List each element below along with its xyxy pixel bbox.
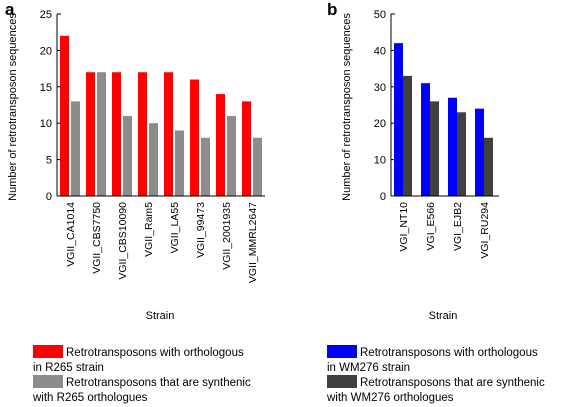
panel-b-y-tick-label: 50 [374,9,386,21]
panel-b-legend-label-1: Retrotransposons with orthologous [360,347,538,359]
panel-b-y-tick-label: 40 [374,45,386,57]
panel-b-category-label: VGI_E566 [425,202,437,251]
panel-b-category-label: VGI_NT10 [398,202,410,252]
panel-b-bar-s2-1 [430,101,439,196]
panel-b: b Number of retrotransposon sequences St… [326,0,545,404]
panel-a-y-tick-label: 5 [46,155,52,167]
panel-a-y-tick-label: 10 [40,118,52,130]
panel-a-bar-s1-1 [86,72,95,196]
panel-a-letter: a [5,0,15,19]
panel-a-bar-s1-6 [216,94,225,196]
panel-a-bar-s1-2 [112,72,121,196]
panel-a-legend-label-2-cont: with R265 orthologues [32,392,148,404]
panel-b-bar-s2-3 [484,137,493,196]
panel-a-bar-s1-4 [164,72,173,196]
panel-b-bar-s2-0 [403,75,412,196]
panel-b-legend-label-2: Retrotransposons that are synthenic [360,377,545,389]
panel-b-y-tick-label: 10 [374,155,386,167]
panel-a-legend-label-1: Retrotransposons with orthologous [66,347,244,359]
panel-a-legend-swatch-1 [33,345,63,358]
panel-a-bar-s1-5 [190,79,199,196]
panel-b-letter: b [327,0,337,19]
panel-a-bar-s2-6 [227,115,236,196]
panel-a-y-axis-title: Number of retrotransposon sequences [7,13,19,201]
panel-a-category-label: VGII_LA55 [169,202,181,254]
panel-b-bar-s1-2 [448,97,457,196]
panel-a-category-label: VGII_CBS7750 [91,202,103,274]
panel-a-bar-s1-0 [60,35,69,197]
panel-b-legend-label-1-cont: in WM276 strain [327,362,410,374]
panel-a-y-tick-label: 20 [40,45,52,57]
panel-a-bar-s1-3 [138,72,147,196]
panel-a-category-label: VGII_CA1014 [65,202,77,267]
panel-a-category-label: VGII_MMRL2647 [247,202,259,283]
panel-a-y-tick-label: 15 [40,82,52,94]
panel-b-x-axis-title: Strain [429,310,458,322]
panel-b-bar-s1-1 [421,83,430,196]
panel-b-bar-s1-0 [394,43,403,197]
panel-a-legend-swatch-2 [33,375,63,388]
panel-a-bar-s2-4 [175,130,184,196]
panel-b-legend-swatch-1 [327,345,357,358]
panel-a-category-label: VGII_2001935 [221,202,233,270]
panel-b-y-tick-label: 20 [374,118,386,130]
panel-a-x-axis-title: Strain [146,310,175,322]
panel-a-bar-s2-5 [201,137,210,196]
panel-b-category-label: VGI_RU294 [479,202,491,259]
panel-a-legend-label-2: Retrotransposons that are synthenic [66,377,251,389]
panel-a-bar-s1-7 [242,101,251,196]
panel-a-bar-s2-7 [253,137,262,196]
panel-a-category-label: VGII_99473 [195,202,207,258]
panel-a-bar-s2-0 [71,101,80,196]
panel-a-category-label: VGII_CBS10090 [117,202,129,280]
panel-b-y-tick-label: 0 [380,191,386,203]
panel-b-legend-swatch-2 [327,375,357,388]
panel-a-category-label: VGII_Ram5 [143,202,155,257]
panel-a-bar-s2-1 [97,72,106,196]
panel-a-bar-s2-3 [149,123,158,196]
panel-b-legend-label-2-cont: with WM276 orthologues [326,392,454,404]
panel-b-bar-s2-2 [457,112,466,196]
panel-b-bar-s1-3 [475,108,484,196]
panel-a-legend-label-1-cont: in R265 strain [33,362,104,374]
panel-a-y-tick-label: 0 [46,191,52,203]
panel-b-y-tick-label: 30 [374,82,386,94]
panel-a-bar-s2-2 [123,115,132,196]
panel-a-y-tick-label: 25 [40,9,52,21]
panel-b-category-label: VGI_EJB2 [452,202,464,251]
panel-a: a Number of retrotransposon sequences St… [5,0,265,404]
panel-b-y-axis-title: Number of retrotransposon sequences [341,13,353,201]
